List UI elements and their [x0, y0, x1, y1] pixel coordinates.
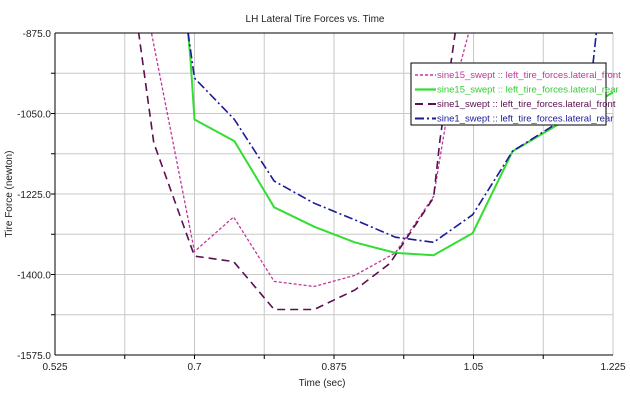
series-line-2: [137, 33, 457, 311]
x-tick-label: 0.875: [321, 362, 346, 373]
legend-entry-label: sine1_swept :: left_tire_forces.lateral_…: [437, 114, 613, 125]
chart-title: LH Lateral Tire Forces vs. Time: [246, 14, 385, 25]
y-tick-label: -1400.0: [17, 271, 51, 282]
y-tick-label: -1225.0: [17, 190, 51, 201]
x-axis-label: Time (sec): [299, 378, 346, 389]
series-line-1: [187, 33, 613, 257]
legend-entry-label: sine1_swept :: left_tire_forces.lateral_…: [437, 99, 616, 110]
series-line-0: [150, 33, 470, 288]
legend: sine15_swept :: left_tire_forces.lateral…: [410, 62, 621, 126]
x-tick-label: 0.525: [42, 362, 67, 373]
x-tick-label: 1.05: [464, 362, 484, 373]
series-line-3: [187, 33, 598, 244]
series-lines: [137, 33, 613, 311]
y-axis-label: Tire Force (newton): [4, 151, 15, 238]
x-tick-label: 0.7: [188, 362, 202, 373]
x-tick-label: 1.225: [600, 362, 625, 373]
legend-entry-label: sine15_swept :: left_tire_forces.lateral…: [437, 70, 621, 81]
y-tick-labels: -875.0 -1050.0 -1225.0 -1400.0 -1575.0: [17, 29, 51, 362]
y-tick-label: -1050.0: [17, 110, 51, 121]
y-tick-label: -875.0: [23, 29, 52, 40]
legend-entry-label: sine15_swept :: left_tire_forces.lateral…: [437, 85, 619, 96]
x-tick-labels: 0.525 0.7 0.875 1.05 1.225: [42, 362, 625, 373]
y-tick-label: -1575.0: [17, 351, 51, 362]
